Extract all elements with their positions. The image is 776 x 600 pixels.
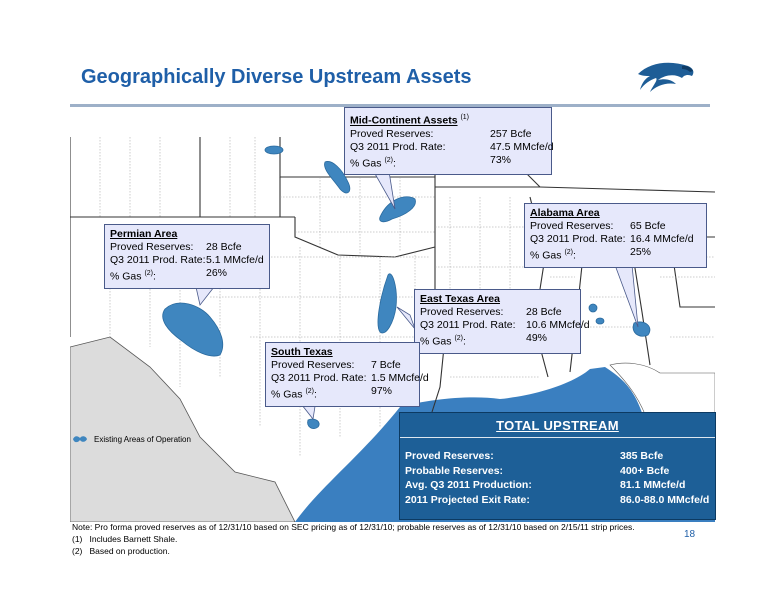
callout-value: 25% [630,246,652,258]
east-texas-callout: East Texas Area Proved Reserves: 28 Bcfe … [414,289,590,354]
mid-continent-callout: Mid-Continent Assets (1) Proved Reserves… [344,107,554,175]
callout-label: Proved Reserves: [110,241,194,253]
eagle-logo-icon [638,62,694,92]
legend-label: Existing Areas of Operation [94,434,191,444]
callout-value: 73% [490,153,512,166]
total-value: 400+ Bcfe [620,464,670,477]
total-label: Proved Reserves: [405,450,494,462]
south-texas-callout: South Texas Proved Reserves: 7 Bcfe Q3 20… [265,342,429,407]
total-value: 86.0-88.0 MMcfe/d [620,493,710,506]
callout-label: Q3 2011 Prod. Rate: [420,319,516,331]
total-label: Avg. Q3 2011 Production: [405,479,532,491]
title-rule [70,104,710,107]
callout-value: 28 Bcfe [206,241,242,253]
total-row: Probable Reserves: 400+ Bcfe [405,464,715,479]
total-divider [400,437,715,438]
asset-area-permian [162,302,224,357]
callout-value: 47.5 MMcfe/d [490,140,554,153]
callout-heading-footnote: (1) [460,114,470,121]
callout-footnote: (2) [564,249,573,256]
permian-callout: Permian Area Proved Reserves: 28 Bcfe Q3 … [104,224,270,289]
callout-footnote: (2) [384,156,393,164]
callout-value: 257 Bcfe [490,127,532,140]
total-label: 2011 Projected Exit Rate: [405,493,530,506]
asset-area-east-texas [377,273,397,334]
asset-area-mid-continent-3 [379,196,416,223]
callout-label: Q3 2011 Prod. Rate: [350,140,446,153]
callout-label: % Gas [110,270,145,283]
callout-value: 28 Bcfe [526,306,562,318]
total-row: 2011 Projected Exit Rate: 86.0-88.0 MMcfe… [405,493,715,508]
asset-areas [162,145,651,429]
total-row: Avg. Q3 2011 Production: 81.1 MMcfe/d [405,478,715,493]
callout-label: % Gas [530,249,565,262]
callout-label: Proved Reserves: [350,127,434,140]
callout-heading: Alabama Area [530,207,600,219]
asset-area-south-texas [307,418,320,429]
callout-footnote: (2) [144,270,153,277]
total-value: 385 Bcfe [620,450,664,462]
callout-value: 16.4 MMcfe/d [630,233,694,245]
callout-value: 97% [371,385,393,397]
callout-label: % Gas [420,335,455,348]
callout-value: 65 Bcfe [630,220,666,232]
total-value: 81.1 MMcfe/d [620,479,686,491]
mexico-area [70,336,296,522]
callout-heading: Permian Area [110,228,178,240]
callout-value: 7 Bcfe [371,359,401,371]
footnote-1: (1) Includes Barnett Shale. [72,534,178,544]
callout-label: Proved Reserves: [420,306,504,318]
callout-value: 10.6 MMcfe/d [526,319,590,331]
footnote-2: (2) Based on production. [72,546,170,556]
page-number: 18 [684,529,696,540]
asset-blob-icon [73,436,87,443]
callout-heading: South Texas [271,346,333,358]
callout-label: % Gas [350,157,385,169]
asset-area-alabama-1 [588,303,598,313]
footnotes: Note: Pro forma proved reserves as of 12… [72,521,635,557]
callout-label: Q3 2011 Prod. Rate: [271,372,367,384]
total-upstream-box: TOTAL UPSTREAM Proved Reserves: 385 Bcfe … [399,412,716,520]
callout-pointers [195,164,639,420]
asset-area-alabama-2 [595,317,605,325]
asset-area-mid-continent-2 [324,161,351,194]
asset-area-mid-continent-1 [264,145,284,155]
callout-label: % Gas [271,388,306,401]
callout-label: Proved Reserves: [271,359,355,371]
callout-label: Proved Reserves: [530,220,614,232]
callout-heading: East Texas Area [420,293,500,305]
total-row: Proved Reserves: 385 Bcfe [405,449,715,464]
total-label: Probable Reserves: [405,464,504,477]
callout-value: 1.5 MMcfe/d [371,372,429,384]
footnote-main: Note: Pro forma proved reserves as of 12… [72,522,635,532]
callout-label: Q3 2011 Prod. Rate: [110,254,206,266]
callout-heading: Mid-Continent Assets [350,114,458,127]
callout-value: 49% [526,332,548,344]
callout-footnote: (2) [305,388,314,395]
map-legend: Existing Areas of Operation [72,434,191,444]
callout-label: Q3 2011 Prod. Rate: [530,233,626,245]
callout-footnote: (2) [454,335,463,342]
callout-value: 26% [206,267,228,279]
alabama-callout: Alabama Area Proved Reserves: 65 Bcfe Q3 … [524,203,707,268]
page-title: Geographically Diverse Upstream Assets [81,66,472,88]
total-heading: TOTAL UPSTREAM [496,418,619,433]
callout-value: 5.1 MMcfe/d [206,254,264,266]
